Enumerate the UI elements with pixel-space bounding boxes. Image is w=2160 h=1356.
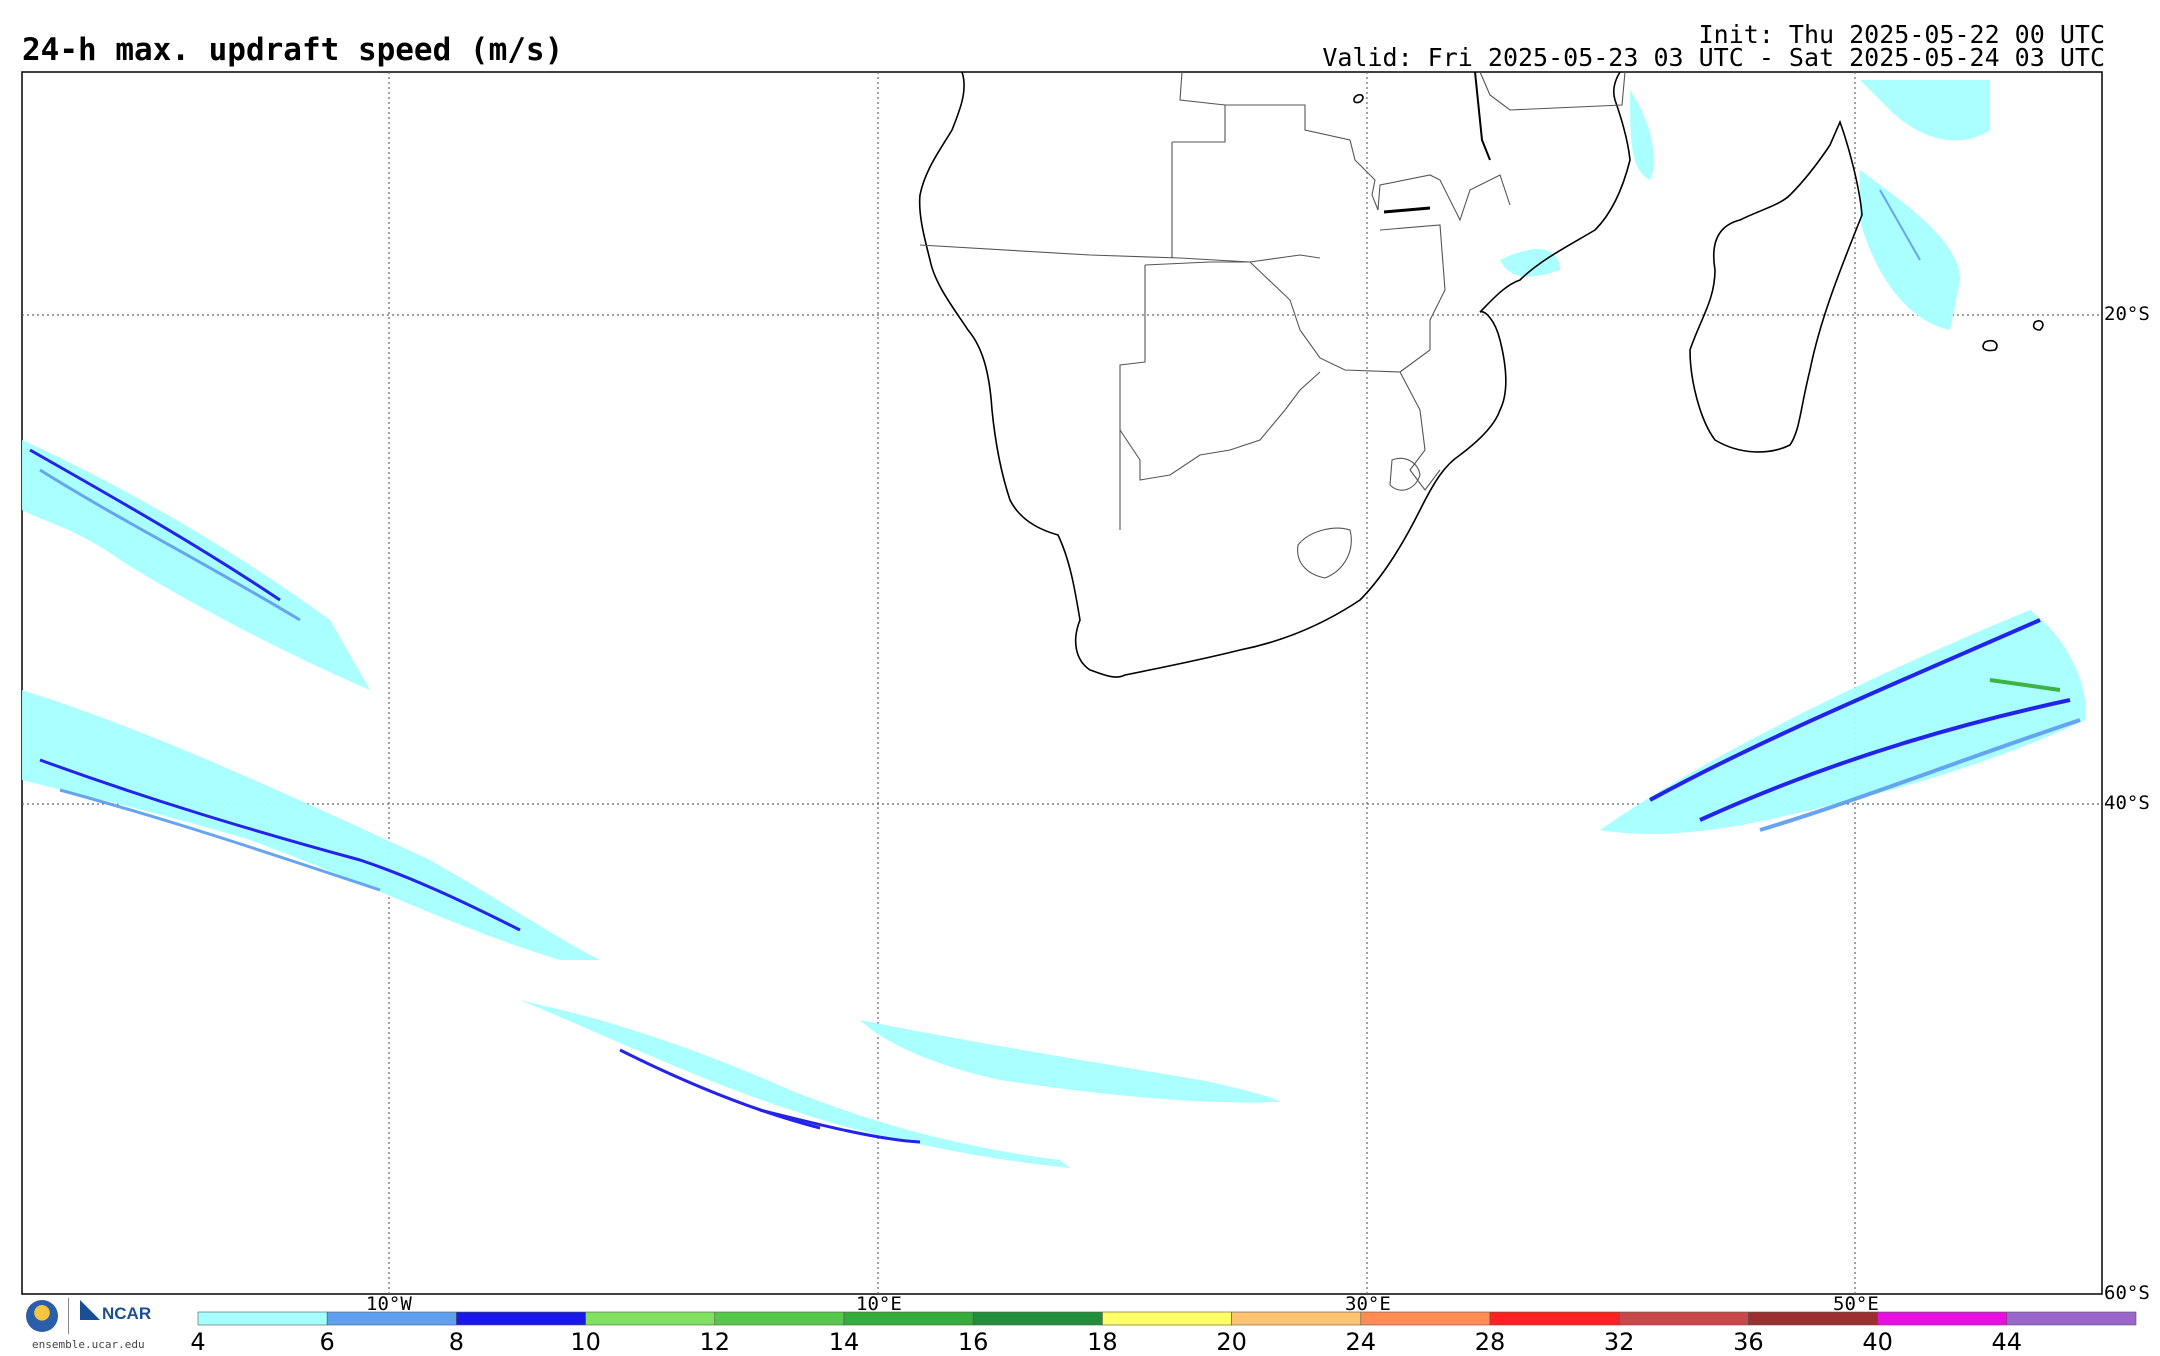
africa-coastline [918,71,1631,678]
colorbar-tick-label: 14 [828,1328,860,1356]
colorbar-tick-label: 44 [1991,1328,2023,1356]
lon-label-10w: 10°W [366,1293,412,1315]
logo-url: ensemble.ucar.edu [32,1338,145,1351]
updraft-streak [1989,678,2061,692]
border [1119,371,1321,481]
updraft-swath-madagascar-east [1860,170,1960,330]
updraft-streak [1759,718,2081,832]
updraft-streak [1649,618,2041,802]
updraft-streak [39,468,301,622]
lon-label-50e: 50°E [1833,1293,1879,1315]
updraft-swath-south [520,1000,1070,1168]
colorbar-tick-label: 16 [957,1328,989,1356]
logo-divider [68,1298,69,1334]
colorbar-tick-label: 6 [319,1328,335,1356]
border [1119,265,1146,530]
lat-label-60s: 60°S [2104,1282,2150,1304]
updraft-swath-east [1600,610,2086,834]
country-borders [919,71,1626,579]
colorbar-tick-label: 20 [1216,1328,1247,1356]
coastlines [918,71,2044,678]
updraft-swath-west-1 [22,440,370,690]
updraft-streak [39,758,521,932]
border [1144,261,1401,373]
border [1379,224,1446,373]
colorbar-tick-label: 10 [570,1328,601,1356]
colorbar-tick-label: 8 [448,1328,465,1356]
updraft-streak [619,1048,821,1130]
updraft-streak [59,788,381,892]
border [919,244,1321,263]
border [1479,71,1626,111]
nsf-logo-icon [26,1300,58,1332]
lake-victoria [1383,206,1431,214]
updraft-streak [29,448,281,602]
lon-label-30e: 30°E [1345,1293,1391,1315]
updraft-swath-mozchannel [1630,90,1654,180]
lon-label-10e: 10°E [856,1293,902,1315]
colorbar-tick-label: 40 [1862,1328,1893,1356]
updraft-swath-northeast [1860,80,1990,141]
ncar-logo-icon [80,1300,100,1320]
updraft-swath-coast [1500,249,1560,277]
lake-malawi [1474,71,1491,161]
colorbar-tick-label: 12 [699,1328,731,1356]
updraft-swath-south-2 [860,1020,1280,1103]
updraft-streak [1699,698,2071,822]
map-title: 24-h max. updraft speed (m/s) [22,32,564,68]
updraft-field [22,80,2086,1168]
madagascar-coastline [1689,119,1863,453]
colorbar-tick-label: 36 [1733,1328,1764,1356]
colorbar-tick-label: 28 [1474,1328,1506,1356]
nsf-ncar-logo: NCAR ensemble.ucar.edu [22,1298,157,1352]
colorbar-tick-label: 4 [190,1328,206,1356]
updraft-streak [1879,189,1921,261]
lat-label-40s: 40°S [2104,792,2150,814]
lat-label-20s: 20°S [2104,303,2150,325]
map-frame [21,71,2103,1295]
island-small [2032,320,2044,331]
border [1172,104,1379,211]
updraft-streak [759,1108,921,1144]
lesotho-border [1297,527,1352,579]
ncar-logo-text: NCAR [102,1304,152,1323]
eswatini-border [1389,457,1421,491]
valid-time: Valid: Fri 2025-05-23 03 UTC - Sat 2025-… [1322,43,2105,72]
colorbar-tick-label: 24 [1345,1328,1377,1356]
graticule [22,72,2102,1294]
border [1399,371,1441,491]
border [1179,71,1226,106]
init-time: Init: Thu 2025-05-22 00 UTC [1698,20,2105,49]
island-small [1353,93,1364,104]
colorbar-tick-label: 32 [1603,1328,1635,1356]
colorbar-tick-label: 18 [1087,1328,1118,1356]
island-small [1982,340,1998,352]
border [1377,174,1511,222]
updraft-swath-west-2 [22,690,600,960]
